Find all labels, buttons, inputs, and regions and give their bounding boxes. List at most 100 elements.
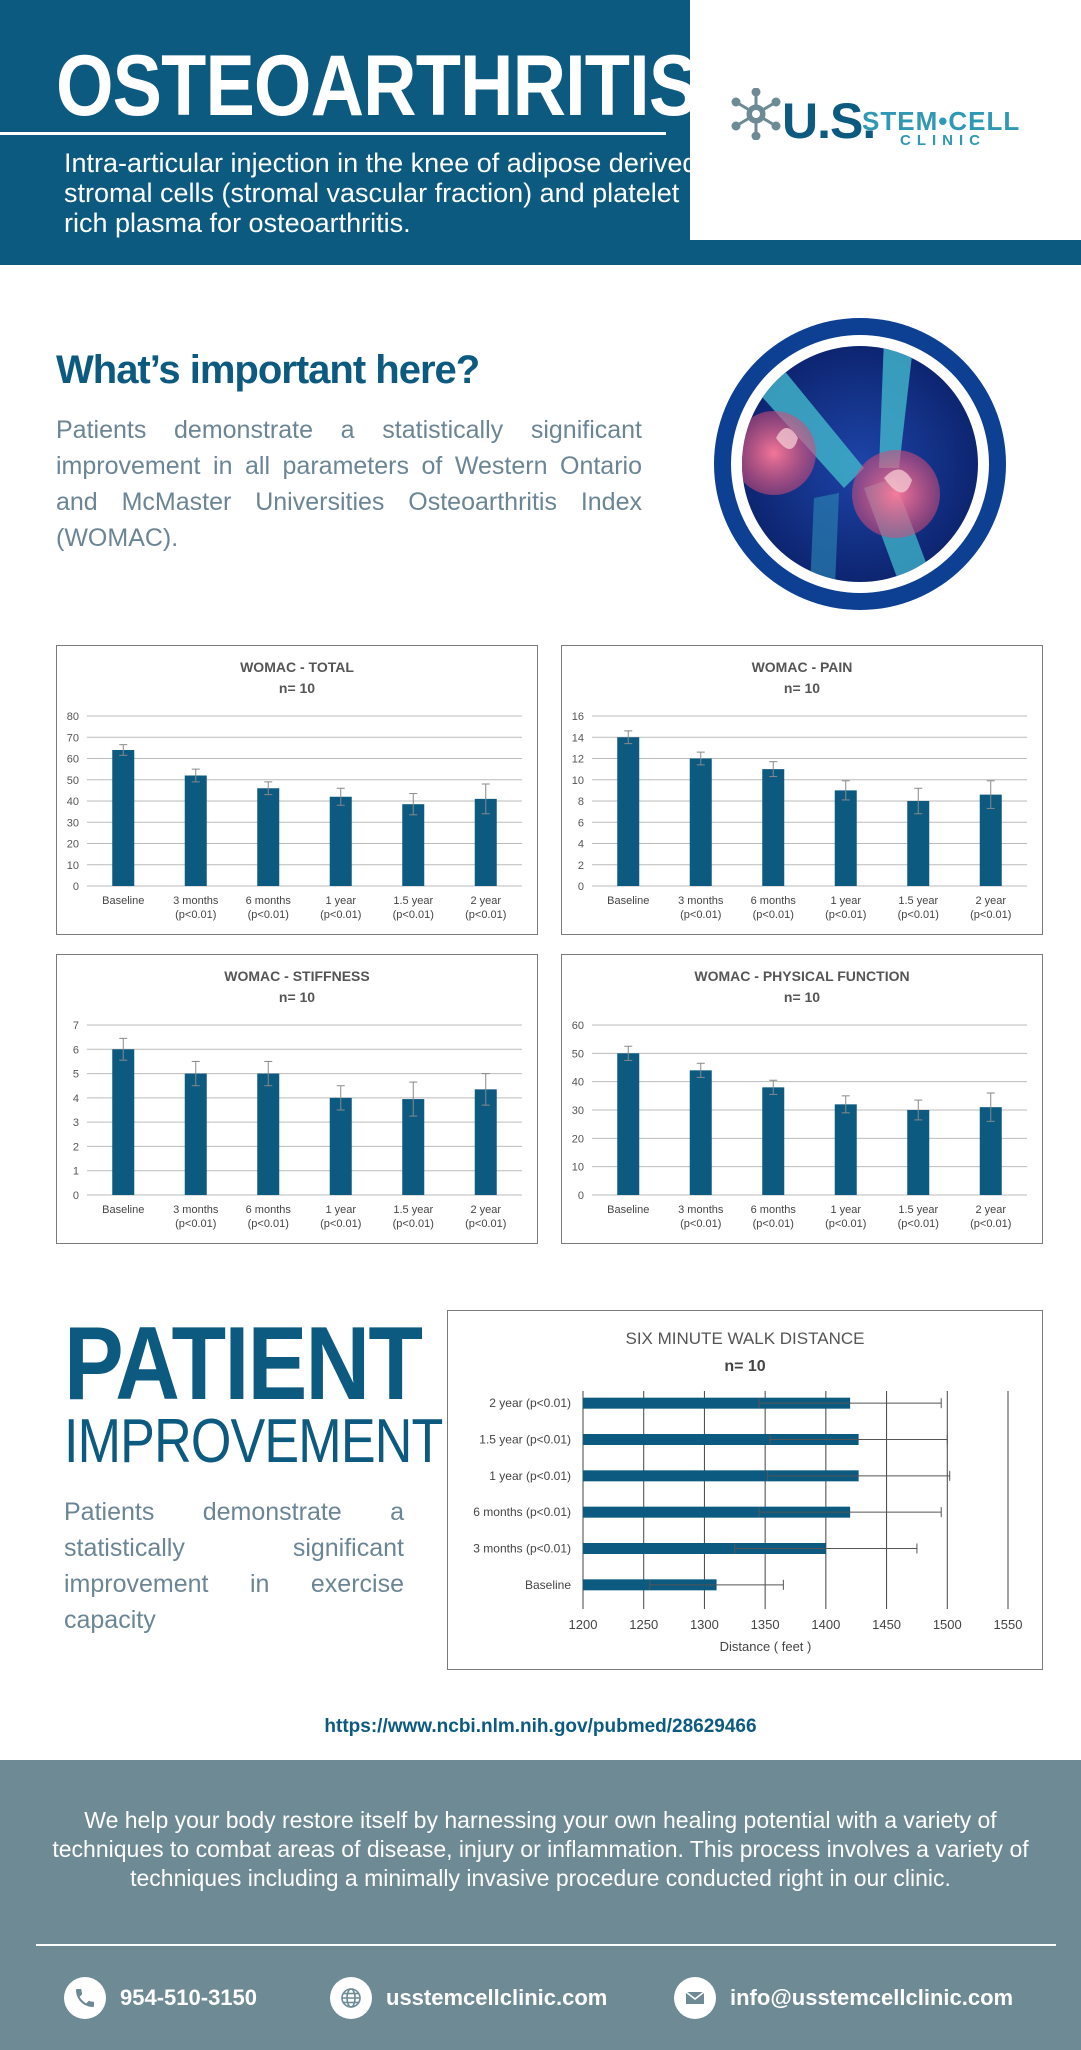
x-tick-label: 3 months [678, 895, 724, 907]
bar [583, 1506, 851, 1518]
clinic-logo: U.S. STEM•CELL CLINIC [730, 80, 1050, 160]
bar [583, 1397, 851, 1409]
y-tick-label: Baseline [525, 1578, 571, 1592]
womac-pain-panel: WOMAC - PAIN n= 10 0 2 4 6 8 10 12 14 16 Baseline 3 … [561, 645, 1043, 935]
womac-stiffness-chart: WOMAC - STIFFNESS n= 10 0 1 2 3 4 5 6 7 Baseline 3 … [73, 968, 522, 1230]
womac-stiffness-panel: WOMAC - STIFFNESS n= 10 0 1 2 3 4 5 6 7 Baseline 3 … [56, 954, 538, 1244]
x-tick-label: 1550 [994, 1617, 1023, 1632]
source-link[interactable]: https://www.ncbi.nlm.nih.gov/pubmed/2862… [324, 1716, 757, 1737]
x-tick-label: 3 months [173, 895, 219, 907]
contact-email[interactable]: info@usstemcellclinic.com [674, 1975, 1013, 2021]
x-tick-label: (p<0.01) [680, 1218, 721, 1230]
x-tick-label: (p<0.01) [970, 909, 1011, 921]
y-tick-label: 20 [67, 839, 79, 851]
bar [834, 790, 857, 886]
six-minute-walk-panel: SIX MINUTE WALK DISTANCE n= 10 1200 1250 130… [447, 1310, 1043, 1670]
website-link[interactable]: usstemcellclinic.com [386, 1985, 608, 2010]
bar [907, 801, 930, 886]
contact-website[interactable]: usstemcellclinic.com [330, 1975, 607, 2021]
y-tick-label: 7 [73, 1020, 79, 1032]
y-tick-label: 50 [572, 1048, 584, 1060]
bar [907, 1110, 930, 1195]
y-tick-label: 0 [73, 881, 79, 893]
y-tick-label: 6 [73, 1044, 79, 1056]
bar [184, 1073, 207, 1195]
x-tick-label: (p<0.01) [175, 909, 216, 921]
y-tick-label: 6 months (p<0.01) [473, 1505, 571, 1519]
womac-total-panel: WOMAC - TOTAL n= 10 0 10 20 30 40 50 60 70 80 Basel… [56, 645, 538, 935]
x-tick-label: 1200 [569, 1617, 598, 1632]
y-tick-label: 12 [572, 754, 584, 766]
chart-title: SIX MINUTE WALK DISTANCE [626, 1329, 865, 1348]
y-tick-label: 1.5 year (p<0.01) [479, 1433, 571, 1447]
bar [329, 1097, 352, 1195]
x-tick-label: 1350 [751, 1617, 780, 1632]
x-tick-label: (p<0.01) [898, 909, 939, 921]
knee-joint-image [714, 318, 1006, 610]
x-tick-label: (p<0.01) [825, 909, 866, 921]
y-tick-label: 80 [67, 711, 79, 723]
y-tick-label: 2 [578, 860, 584, 872]
y-tick-label: 0 [578, 881, 584, 893]
email-link[interactable]: info@usstemcellclinic.com [730, 1985, 1014, 2010]
bar [257, 788, 280, 886]
x-axis-label: Distance ( feet ) [720, 1639, 812, 1654]
x-tick-label: 1 year [325, 895, 356, 907]
y-tick-label: 10 [572, 1162, 584, 1174]
bar [257, 1073, 280, 1195]
chart-title: WOMAC - PHYSICAL FUNCTION [694, 968, 909, 984]
y-tick-label: 20 [572, 1133, 584, 1145]
y-tick-label: 16 [572, 711, 584, 723]
x-tick-label: (p<0.01) [753, 1218, 794, 1230]
bar [474, 1089, 497, 1195]
phone-number[interactable]: 954-510-3150 [120, 1985, 258, 2010]
footer-divider [36, 1944, 1056, 1946]
stem-cell-icon [731, 88, 781, 140]
x-tick-label: (p<0.01) [970, 1218, 1011, 1230]
header-bottom-strip [0, 240, 1081, 265]
x-tick-label: 1 year [830, 895, 861, 907]
x-tick-label: Baseline [102, 1204, 144, 1216]
x-tick-label: 1.5 year [898, 1204, 938, 1216]
y-tick-label: 30 [572, 1105, 584, 1117]
chart-subtitle: n= 10 [724, 1358, 765, 1375]
patient-heading: PATIENT [64, 1306, 423, 1422]
y-tick-label: 1 year (p<0.01) [489, 1469, 571, 1483]
x-tick-label: (p<0.01) [320, 909, 361, 921]
bar [112, 750, 135, 886]
chart-subtitle: n= 10 [784, 680, 820, 696]
womac-physical-function-chart: WOMAC - PHYSICAL FUNCTION n= 10 0 10 20 30 40 5… [572, 968, 1027, 1230]
bar [834, 1104, 857, 1195]
important-text: Patients demonstrate a statistically sig… [56, 416, 642, 552]
chart-title: WOMAC - STIFFNESS [224, 968, 369, 984]
y-tick-label: 3 [73, 1117, 79, 1129]
y-tick-label: 2 [73, 1141, 79, 1153]
chart-subtitle: n= 10 [279, 989, 315, 1005]
womac-physical-function-panel: WOMAC - PHYSICAL FUNCTION n= 10 0 10 20 30 40 5… [561, 954, 1043, 1244]
globe-icon [330, 1977, 372, 2019]
bar [402, 804, 425, 886]
bar [762, 769, 785, 886]
bar [689, 1070, 712, 1195]
logo-us-text: U.S. [782, 93, 876, 149]
x-tick-label: 6 months [246, 1204, 292, 1216]
x-tick-label: 1400 [811, 1617, 840, 1632]
contact-phone[interactable]: 954-510-3150 [64, 1975, 257, 2021]
footer-background [0, 1760, 1081, 2050]
x-tick-label: 1 year [325, 1204, 356, 1216]
patient-improvement-text: Patients demonstrate a statistically sig… [64, 1498, 404, 1634]
x-tick-label: 1450 [872, 1617, 901, 1632]
bar [329, 796, 352, 886]
x-tick-label: (p<0.01) [825, 1218, 866, 1230]
x-tick-label: 6 months [246, 895, 292, 907]
chart-subtitle: n= 10 [784, 989, 820, 1005]
x-tick-label: 3 months [173, 1204, 219, 1216]
x-tick-label: Baseline [102, 895, 144, 907]
y-tick-label: 10 [67, 860, 79, 872]
mail-icon [674, 1977, 716, 2019]
y-tick-label: 6 [578, 817, 584, 829]
header-background [0, 0, 690, 240]
chart-title: WOMAC - PAIN [752, 659, 853, 675]
x-tick-label: (p<0.01) [465, 1218, 506, 1230]
y-tick-label: 60 [67, 754, 79, 766]
